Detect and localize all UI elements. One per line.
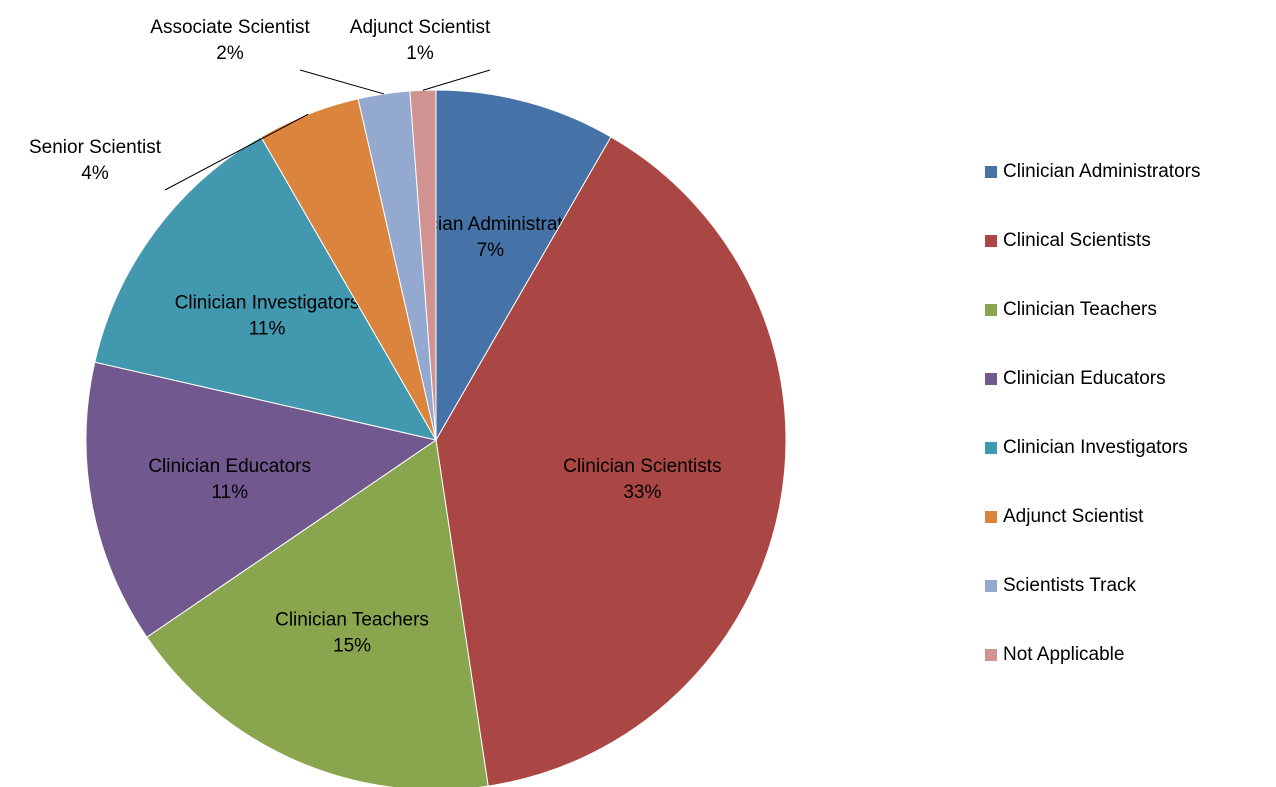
- pie-slice: [435, 136, 787, 787]
- slice-label: Clinician Scientists: [563, 456, 721, 477]
- legend-swatch: [985, 235, 997, 247]
- slice-label: Clinician Educators: [148, 456, 311, 477]
- pie-slice: [409, 89, 437, 441]
- leader-line: [299, 69, 384, 95]
- pie-slice: [146, 439, 489, 787]
- slice-value-label: 15%: [333, 635, 371, 656]
- slice-label: Clinician Investigators: [175, 292, 360, 313]
- legend-label: Clinician Teachers: [1003, 299, 1157, 320]
- legend-label: Adjunct Scientist: [1003, 506, 1144, 527]
- legend-label: Clinical Scientists: [1003, 230, 1151, 251]
- legend-label: Clinician Administrators: [1003, 161, 1200, 182]
- legend-label: Clinician Educators: [1003, 368, 1166, 389]
- legend-label: Scientists Track: [1003, 575, 1137, 596]
- legend-swatch: [985, 304, 997, 316]
- slice-label: Clinician Administrators: [392, 214, 589, 235]
- legend-swatch: [985, 580, 997, 592]
- legend-swatch: [985, 166, 997, 178]
- slice-value-label: 7%: [477, 240, 505, 261]
- slice-label: Senior Scientist: [29, 137, 162, 158]
- legend-swatch: [985, 649, 997, 661]
- slice-value-label: 11%: [249, 318, 286, 339]
- slice-value-label: 33%: [623, 482, 661, 503]
- pie-slice: [435, 89, 612, 442]
- slice-label: Associate Scientist: [150, 17, 310, 38]
- slice-value-label: 11%: [211, 482, 248, 503]
- legend-label: Not Applicable: [1003, 644, 1124, 665]
- legend-label: Clinician Investigators: [1003, 437, 1188, 458]
- slice-value-label: 1%: [406, 43, 434, 64]
- legend-swatch: [985, 511, 997, 523]
- slice-value-label: 4%: [81, 163, 109, 184]
- legend-swatch: [985, 373, 997, 385]
- pie-slice: [85, 361, 438, 638]
- leader-line: [422, 69, 491, 91]
- slice-label: Adjunct Scientist: [350, 17, 491, 38]
- legend-swatch: [985, 442, 997, 454]
- slice-value-label: 2%: [216, 43, 244, 64]
- leader-line: [164, 113, 309, 191]
- slice-label: Clinician Teachers: [275, 609, 429, 630]
